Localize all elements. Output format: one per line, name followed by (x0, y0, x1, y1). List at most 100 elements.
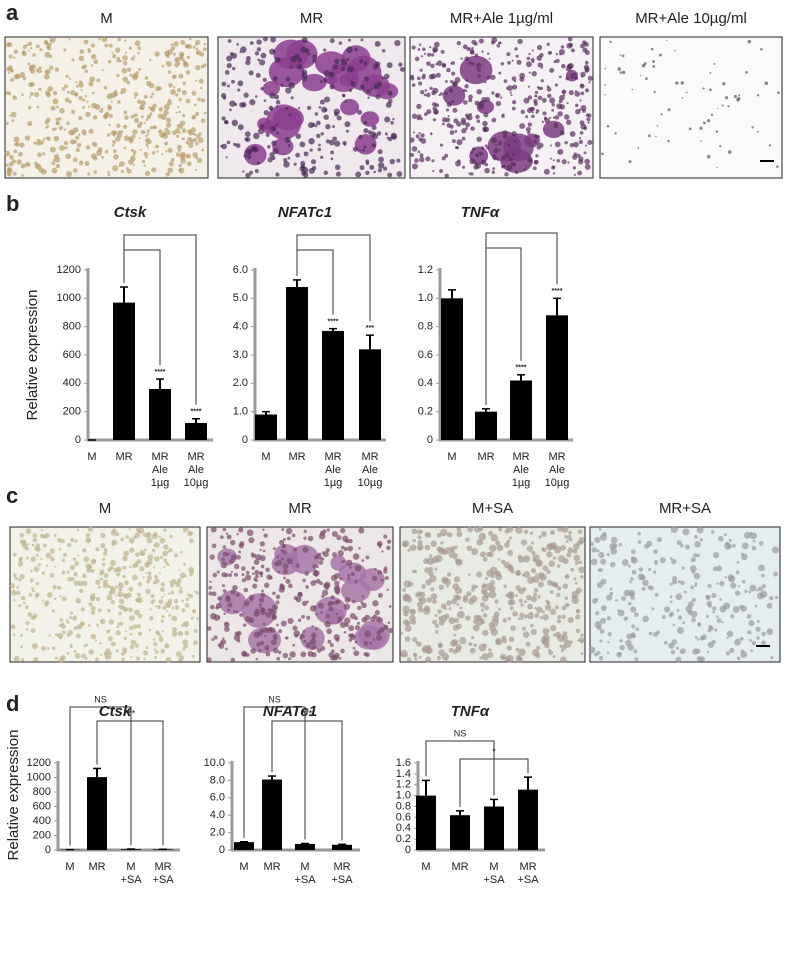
cell (477, 68, 481, 72)
cell (474, 53, 479, 58)
cell (96, 623, 100, 627)
cell (260, 574, 263, 578)
cell (73, 580, 80, 586)
cell (33, 141, 37, 145)
cell (387, 136, 393, 142)
micrograph (217, 36, 406, 179)
cell (293, 162, 297, 166)
bracket (123, 249, 161, 366)
cell (504, 152, 510, 158)
cell (147, 554, 154, 561)
cell (569, 143, 575, 148)
cell (165, 609, 168, 612)
cell (310, 632, 317, 639)
cell (448, 647, 454, 653)
cell (641, 63, 646, 68)
cell (10, 69, 14, 73)
bar (295, 843, 315, 850)
cell (275, 131, 279, 135)
cell (42, 572, 45, 575)
cell (449, 79, 454, 84)
cell (114, 594, 117, 597)
cell (515, 571, 521, 576)
cell (520, 539, 528, 546)
cell (166, 100, 172, 106)
cell (724, 576, 728, 579)
cell (236, 43, 239, 46)
cell (475, 114, 480, 120)
cell (140, 106, 144, 110)
cell (159, 537, 166, 544)
cell (101, 68, 104, 72)
x-tick-label: +SA (331, 874, 353, 886)
cell (734, 638, 741, 646)
cell (225, 647, 228, 651)
cell (66, 171, 73, 177)
cell (38, 167, 44, 173)
cell (637, 147, 640, 149)
cell (506, 645, 512, 651)
cell (554, 141, 561, 148)
cell (61, 624, 67, 629)
cell (549, 624, 557, 632)
cell (140, 100, 146, 106)
cell (222, 637, 225, 640)
cell (428, 570, 434, 577)
cell (87, 538, 92, 543)
cell (46, 592, 53, 598)
cell (515, 655, 523, 663)
cell (560, 544, 566, 551)
cell (22, 76, 27, 81)
cell (680, 81, 684, 85)
micrograph (9, 526, 201, 663)
cell (27, 41, 33, 46)
cell (332, 64, 338, 70)
cell (508, 157, 514, 162)
cell (117, 567, 122, 572)
cell (388, 605, 392, 608)
cell (510, 625, 516, 632)
cell (577, 529, 583, 534)
cell (302, 578, 306, 583)
cell (663, 640, 668, 645)
cell (710, 530, 715, 534)
cell (506, 164, 513, 171)
cell (124, 125, 127, 128)
cell (329, 38, 335, 44)
cell (43, 73, 50, 80)
bar (286, 287, 308, 440)
cell (336, 620, 340, 623)
cell (577, 170, 583, 176)
cell (694, 541, 701, 548)
bracket-label: *** (125, 708, 136, 718)
cell (580, 71, 586, 78)
cell (186, 528, 189, 531)
cell (533, 98, 538, 104)
cell (246, 154, 252, 160)
cell (260, 592, 266, 598)
cell (519, 123, 526, 130)
y-tick-label: 6.0 (233, 264, 248, 276)
cell (410, 619, 417, 625)
cell (45, 564, 49, 567)
cell (402, 588, 406, 592)
cell (688, 127, 692, 131)
cell (491, 618, 499, 627)
cell (549, 590, 554, 595)
cell (122, 76, 129, 83)
cell (106, 594, 113, 601)
cell (535, 652, 541, 658)
cell (169, 534, 173, 539)
cell (411, 163, 418, 170)
cell (132, 164, 135, 167)
cell (651, 607, 655, 611)
cell (572, 548, 578, 554)
cell (333, 652, 340, 659)
cell (534, 613, 540, 618)
cell (758, 586, 764, 592)
cell (293, 595, 299, 601)
cell (244, 131, 251, 137)
cell (170, 590, 175, 595)
cell (132, 129, 138, 135)
cell (352, 600, 356, 604)
